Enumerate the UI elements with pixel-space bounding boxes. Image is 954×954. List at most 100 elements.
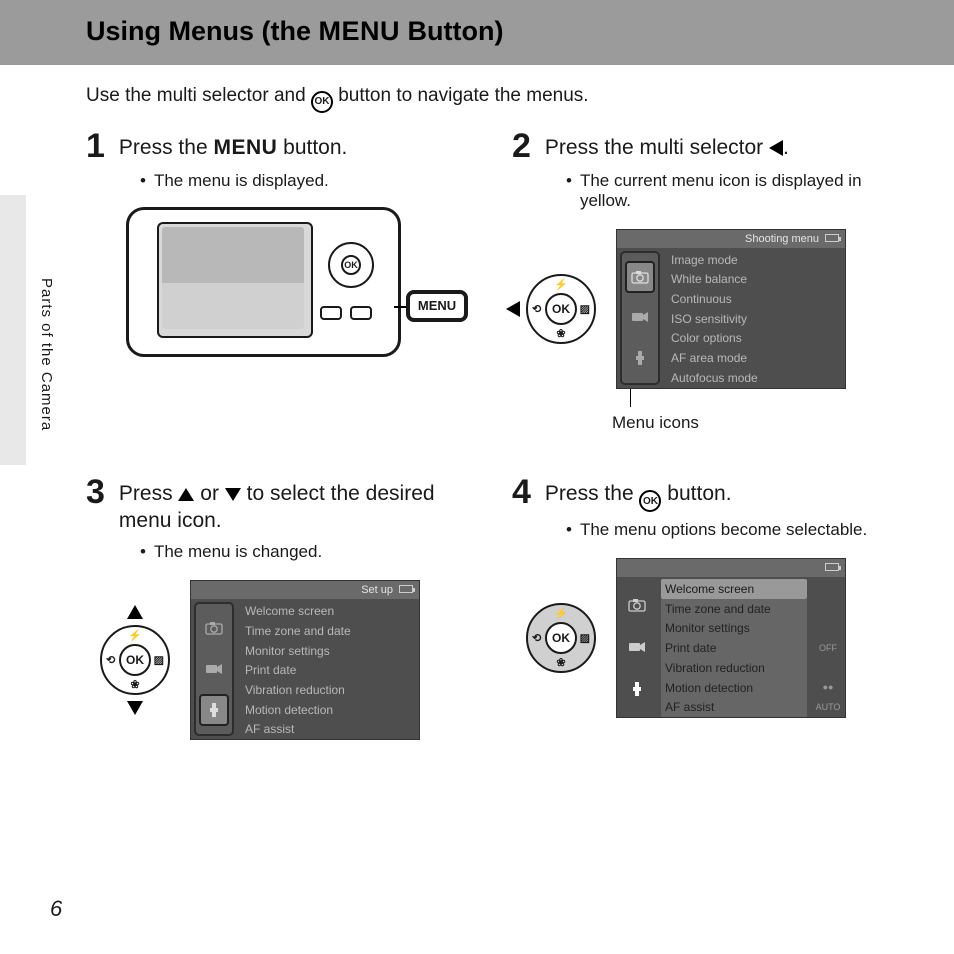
menu-icon-column [617,580,657,714]
video-mode-icon [199,653,229,685]
page-title: Using Menus (the MENU Button) [86,16,954,47]
menu-button-callout: MENU [406,290,468,322]
list-item: Vibration reduction [661,658,807,678]
step-2-bullet: The current menu icon is displayed in ye… [566,171,908,211]
selector-timer-icon: ⟲ [106,654,115,667]
down-triangle-icon [225,488,241,501]
step-2: 2 Press the multi selector . The current… [512,133,908,433]
list-item: Color options [667,328,841,348]
camera-mode-icon [199,612,229,644]
selector-exposure-icon: ▨ [154,654,164,667]
menu-icon-column [620,251,660,385]
intro-pre: Use the multi selector and [86,85,311,106]
menu-value: OFF [819,638,837,658]
menu-value: AUTO [816,697,841,717]
battery-icon [825,563,839,571]
caption-pointer [630,389,631,407]
step-3-bullet: The menu is changed. [140,542,482,562]
selector-macro-icon: ❀ [556,327,565,340]
ok-icon: OK [311,91,333,113]
up-triangle-icon [178,488,194,501]
selector-flash-icon: ⚡ [128,629,142,642]
title-post: Button) [400,16,503,46]
setup-menu-list-selectable: Welcome screen Time zone and date Monito… [657,577,811,717]
camera-button-2 [350,306,372,320]
ok-button-icon: OK [545,293,577,325]
step-4-bullet: The menu options become selectable. [566,520,908,540]
setup-menu-header: Set up [191,581,419,599]
shooting-menu-list: Image mode White balance Continuous ISO … [663,248,845,388]
title-menu-word: MENU [319,16,401,46]
ok-button-icon: OK [545,622,577,654]
selector-flash-icon: ⚡ [554,607,568,620]
step-4-title: Press the OK button. [545,479,732,513]
camera-selector-icon [328,242,374,288]
list-item: Motion detection [241,700,415,720]
step-2-num: 2 [512,129,531,163]
video-mode-icon [622,631,652,663]
multi-selector-diagram: ⚡ ❀ ⟲ ▨ OK [522,599,600,677]
camera-mode-icon [622,589,652,621]
list-item: ISO sensitivity [667,309,841,329]
list-item: AF assist [661,697,807,717]
list-item: Monitor settings [241,641,415,661]
step-3: 3 Press or to select the desired menu ic… [86,479,482,741]
step-4-num: 4 [512,475,531,509]
page-header: Using Menus (the MENU Button) [0,0,954,65]
list-item: Welcome screen [661,579,807,599]
selector-macro-icon: ❀ [130,678,139,691]
video-mode-icon [625,301,655,333]
selector-macro-icon: ❀ [556,656,565,669]
list-item: Image mode [667,250,841,270]
shooting-menu-header: Shooting menu [617,230,845,248]
step-1-num: 1 [86,129,105,163]
setup-menu-list: Welcome screen Time zone and date Monito… [237,599,419,739]
multi-selector-diagram: ⚡ ❀ ⟲ ▨ OK [522,270,600,348]
menu-icon-column [194,602,234,736]
setup-menu-header-2 [617,559,845,577]
step-4: 4 Press the OK button. The menu options … [512,479,908,741]
list-item: Vibration reduction [241,680,415,700]
list-item: Time zone and date [661,599,807,619]
list-item: Time zone and date [241,621,415,641]
setup-mode-icon [625,342,655,374]
list-item: Autofocus mode [667,368,841,388]
list-item: Continuous [667,289,841,309]
camera-button-1 [320,306,342,320]
menu-icons-caption: Menu icons [612,413,908,433]
side-label: Parts of the Camera [38,278,55,431]
ok-icon: OK [639,490,661,512]
steps-grid: 1 Press the MENU button. The menu is dis… [0,133,954,741]
battery-icon [399,585,413,593]
arrow-up-icon [127,605,143,619]
title-pre: Using Menus (the [86,16,319,46]
menu-value: ●● [823,678,834,698]
left-triangle-icon [769,140,783,156]
setup-menu-selectable-screen: Welcome screen Time zone and date Monito… [616,558,846,718]
selector-exposure-icon: ▨ [580,302,590,315]
intro-text: Use the multi selector and OK button to … [86,85,954,113]
selector-timer-icon: ⟲ [532,302,541,315]
step-1: 1 Press the MENU button. The menu is dis… [86,133,482,433]
selector-flash-icon: ⚡ [554,278,568,291]
list-item: Print date [661,638,807,658]
selector-exposure-icon: ▨ [580,632,590,645]
camera-lcd [162,227,304,329]
list-item: Motion detection [661,678,807,698]
arrow-left-icon [506,301,520,317]
step-3-title: Press or to select the desired menu icon… [119,479,482,535]
setup-mode-icon [199,694,229,726]
step-1-title: Press the MENU button. [119,133,347,161]
shooting-menu-screen: Shooting menu Image mode White balance C… [616,229,846,389]
step-2-title: Press the multi selector . [545,133,789,161]
list-item: AF area mode [667,348,841,368]
camera-mode-icon [625,261,655,293]
battery-icon [825,234,839,242]
setup-mode-icon [622,673,652,705]
menu-value-column: OFF ●● AUTO [811,577,845,717]
list-item: Print date [241,660,415,680]
intro-post: button to navigate the menus. [333,85,589,106]
step-3-num: 3 [86,475,105,509]
ok-button-icon: OK [119,644,151,676]
list-item: Monitor settings [661,618,807,638]
